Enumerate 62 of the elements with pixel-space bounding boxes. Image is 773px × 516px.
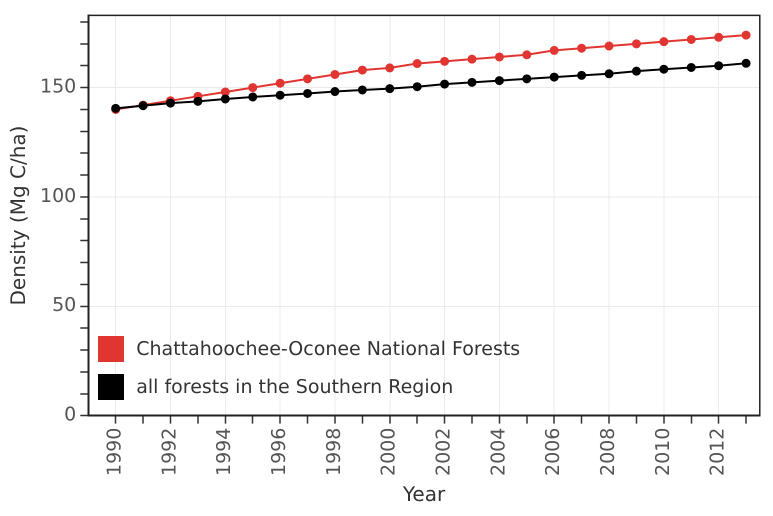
y-tick-label: 0 xyxy=(64,404,76,426)
y-tick-label: 50 xyxy=(52,294,76,316)
point xyxy=(412,59,422,68)
point xyxy=(632,66,641,76)
point xyxy=(248,92,258,102)
point xyxy=(686,34,696,44)
point xyxy=(467,78,476,87)
x-tick-label: 1994 xyxy=(213,428,236,476)
x-tick-label: 2004 xyxy=(487,428,510,476)
legend-label: all forests in the Southern Region xyxy=(136,376,454,398)
point xyxy=(330,87,340,96)
point xyxy=(440,80,450,89)
x-tick-label: 1998 xyxy=(322,428,345,476)
point xyxy=(604,42,614,51)
point xyxy=(494,76,504,86)
y-tick-label: 150 xyxy=(40,76,76,98)
point xyxy=(193,96,202,106)
x-axis-title: Year xyxy=(402,482,446,506)
point xyxy=(220,94,230,104)
y-tick-label: 100 xyxy=(40,184,76,207)
point xyxy=(604,69,614,78)
point xyxy=(248,83,258,92)
point xyxy=(522,50,532,60)
point xyxy=(550,46,559,55)
point xyxy=(220,87,230,96)
x-tick-label: 1990 xyxy=(104,428,126,476)
point xyxy=(385,63,394,72)
x-tick-label: 2006 xyxy=(542,428,564,476)
point xyxy=(632,39,641,48)
x-tick-label: 2012 xyxy=(706,428,729,476)
x-tick-label: 2002 xyxy=(432,428,455,476)
point xyxy=(358,66,367,75)
point xyxy=(494,52,504,62)
point xyxy=(166,98,175,108)
point xyxy=(577,44,586,53)
legend-label: Chattahoochee-Oconee National Forests xyxy=(136,338,520,360)
x-tick-label: 2010 xyxy=(652,428,674,476)
point xyxy=(276,90,285,100)
x-tick-label: 1996 xyxy=(268,428,290,476)
point xyxy=(550,72,559,82)
point xyxy=(577,70,586,80)
point xyxy=(330,70,340,79)
point xyxy=(659,64,668,74)
x-tick-label: 1992 xyxy=(158,428,180,476)
point xyxy=(385,84,394,94)
point xyxy=(303,74,312,84)
y-axis-title: Density (Mg C/ha) xyxy=(6,126,30,306)
point xyxy=(714,32,724,42)
point xyxy=(467,54,476,64)
point xyxy=(412,82,422,92)
point xyxy=(522,74,532,84)
point xyxy=(742,30,751,40)
x-tick-label: 2000 xyxy=(378,428,400,476)
point xyxy=(742,58,751,68)
point xyxy=(358,85,367,94)
point xyxy=(440,56,450,66)
point xyxy=(659,37,668,46)
point xyxy=(714,61,724,70)
point xyxy=(276,78,285,88)
point xyxy=(686,62,696,72)
x-tick-label: 2008 xyxy=(596,428,619,476)
point xyxy=(303,88,312,98)
